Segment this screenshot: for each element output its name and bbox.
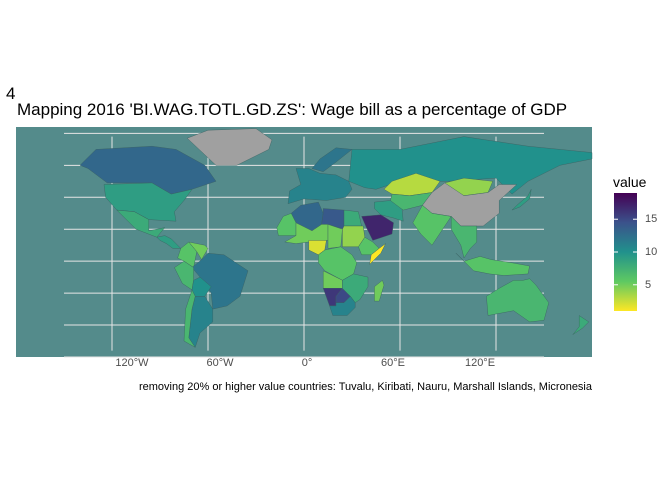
x-tick-label: 120°E — [464, 357, 496, 369]
country-region — [486, 278, 550, 323]
country-region — [451, 215, 477, 259]
legend-title: value — [613, 174, 647, 190]
x-tick-label: 60°W — [206, 357, 234, 369]
country-region — [572, 315, 590, 335]
country-region — [412, 204, 452, 246]
country-region — [116, 209, 166, 238]
legend-tick-marks — [614, 218, 637, 286]
legend-tick-label: 15 — [645, 213, 658, 226]
country-regions — [79, 128, 593, 348]
country-region — [329, 295, 356, 316]
country-region — [511, 189, 532, 211]
legend-color-bar — [614, 193, 637, 311]
country-region — [103, 182, 193, 222]
country-region — [79, 145, 217, 195]
country-region — [186, 128, 273, 166]
country-region — [455, 253, 530, 276]
country-region — [374, 279, 385, 302]
country-region — [327, 224, 343, 249]
figure-number: 4 — [6, 84, 16, 103]
x-tick-label: 60°E — [381, 357, 405, 369]
country-region — [308, 240, 327, 256]
x-tick-label: 0° — [301, 357, 313, 369]
map-title: Mapping 2016 'BI.WAG.TOTL.GD.ZS': Wage b… — [17, 100, 568, 119]
caption: removing 20% or higher value countries: … — [138, 381, 592, 393]
x-tick-label: 120°W — [115, 357, 149, 369]
country-region — [183, 289, 196, 348]
country-region — [318, 246, 358, 281]
legend-tick-label: 10 — [645, 246, 658, 258]
country-region — [369, 243, 386, 265]
legend-tick-label: 5 — [645, 278, 652, 291]
country-region — [188, 241, 209, 260]
country-region — [287, 168, 353, 204]
country-region — [342, 273, 369, 303]
country-region — [156, 235, 182, 249]
